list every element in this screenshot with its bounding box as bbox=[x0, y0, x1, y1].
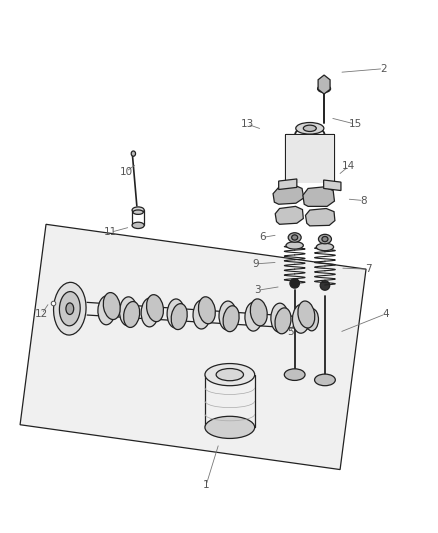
Ellipse shape bbox=[205, 364, 254, 386]
Ellipse shape bbox=[322, 237, 328, 241]
Ellipse shape bbox=[288, 233, 301, 242]
Ellipse shape bbox=[131, 151, 135, 156]
Ellipse shape bbox=[223, 306, 239, 332]
Polygon shape bbox=[286, 135, 334, 183]
Ellipse shape bbox=[103, 293, 120, 320]
Ellipse shape bbox=[132, 207, 144, 213]
Ellipse shape bbox=[219, 301, 237, 330]
Ellipse shape bbox=[167, 299, 184, 328]
Text: 12: 12 bbox=[35, 309, 48, 319]
Text: 8: 8 bbox=[360, 196, 367, 206]
Ellipse shape bbox=[305, 309, 318, 331]
Ellipse shape bbox=[60, 292, 80, 326]
Ellipse shape bbox=[141, 298, 159, 327]
Polygon shape bbox=[275, 206, 304, 224]
Ellipse shape bbox=[296, 123, 324, 134]
Ellipse shape bbox=[318, 235, 332, 244]
Polygon shape bbox=[279, 179, 297, 190]
Ellipse shape bbox=[120, 297, 137, 326]
Ellipse shape bbox=[290, 279, 300, 288]
Ellipse shape bbox=[147, 295, 163, 322]
Text: 10: 10 bbox=[120, 166, 133, 176]
Ellipse shape bbox=[320, 281, 330, 290]
Text: 13: 13 bbox=[240, 119, 254, 129]
Ellipse shape bbox=[275, 308, 291, 334]
Ellipse shape bbox=[216, 368, 244, 381]
Text: 1: 1 bbox=[203, 480, 209, 490]
Ellipse shape bbox=[286, 241, 304, 249]
Ellipse shape bbox=[171, 304, 187, 329]
Polygon shape bbox=[273, 185, 304, 204]
Polygon shape bbox=[305, 208, 335, 226]
Text: 7: 7 bbox=[365, 264, 371, 274]
Text: 6: 6 bbox=[259, 232, 265, 243]
Text: 15: 15 bbox=[349, 119, 362, 129]
Polygon shape bbox=[20, 224, 366, 470]
Polygon shape bbox=[303, 187, 335, 206]
Ellipse shape bbox=[205, 416, 254, 439]
Ellipse shape bbox=[292, 235, 298, 240]
Ellipse shape bbox=[132, 222, 144, 229]
Ellipse shape bbox=[198, 297, 215, 324]
Ellipse shape bbox=[304, 125, 316, 132]
Ellipse shape bbox=[271, 303, 288, 332]
Ellipse shape bbox=[245, 302, 262, 331]
Ellipse shape bbox=[284, 369, 305, 381]
Text: 3: 3 bbox=[254, 285, 261, 295]
Text: 2: 2 bbox=[380, 64, 387, 74]
Polygon shape bbox=[324, 180, 341, 191]
Text: 5: 5 bbox=[287, 327, 293, 337]
Text: 9: 9 bbox=[252, 259, 259, 269]
Ellipse shape bbox=[98, 296, 115, 325]
Ellipse shape bbox=[293, 304, 310, 333]
Ellipse shape bbox=[251, 299, 267, 326]
Ellipse shape bbox=[318, 85, 331, 92]
Text: 14: 14 bbox=[342, 161, 355, 171]
Ellipse shape bbox=[314, 374, 336, 386]
Ellipse shape bbox=[133, 210, 143, 214]
Ellipse shape bbox=[66, 303, 74, 314]
Text: 11: 11 bbox=[104, 227, 117, 237]
Ellipse shape bbox=[53, 282, 86, 335]
Ellipse shape bbox=[193, 300, 210, 329]
Ellipse shape bbox=[298, 301, 315, 328]
Polygon shape bbox=[318, 75, 330, 94]
Text: 4: 4 bbox=[382, 309, 389, 319]
Ellipse shape bbox=[316, 243, 334, 251]
Ellipse shape bbox=[124, 302, 140, 327]
